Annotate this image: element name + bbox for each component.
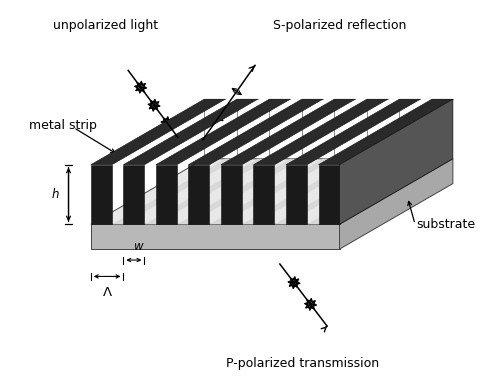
Text: S-polarized reflection: S-polarized reflection [273,19,406,32]
Polygon shape [242,159,367,224]
Polygon shape [274,159,400,224]
Polygon shape [210,159,334,224]
Polygon shape [91,165,112,224]
Polygon shape [156,165,177,224]
Text: h: h [52,188,60,201]
Polygon shape [91,159,453,224]
Polygon shape [286,99,420,165]
Polygon shape [91,99,225,165]
Polygon shape [124,99,258,165]
Polygon shape [318,165,340,224]
Polygon shape [188,99,323,165]
Polygon shape [144,159,270,224]
Polygon shape [112,159,237,224]
Text: w: w [134,240,143,252]
Polygon shape [340,159,453,249]
Polygon shape [221,165,242,224]
Polygon shape [156,99,290,165]
Polygon shape [91,224,340,249]
Polygon shape [221,99,356,165]
Text: metal strip: metal strip [28,118,96,131]
Text: P-polarized transmission: P-polarized transmission [226,357,379,370]
Polygon shape [254,165,274,224]
Polygon shape [188,165,210,224]
Text: substrate: substrate [416,218,476,231]
Polygon shape [254,99,388,165]
Polygon shape [318,99,453,165]
Text: Λ: Λ [102,286,112,299]
Text: unpolarized light: unpolarized light [53,19,158,32]
Polygon shape [177,159,302,224]
Polygon shape [307,159,432,224]
Polygon shape [124,165,144,224]
Polygon shape [286,165,307,224]
Polygon shape [340,99,453,224]
